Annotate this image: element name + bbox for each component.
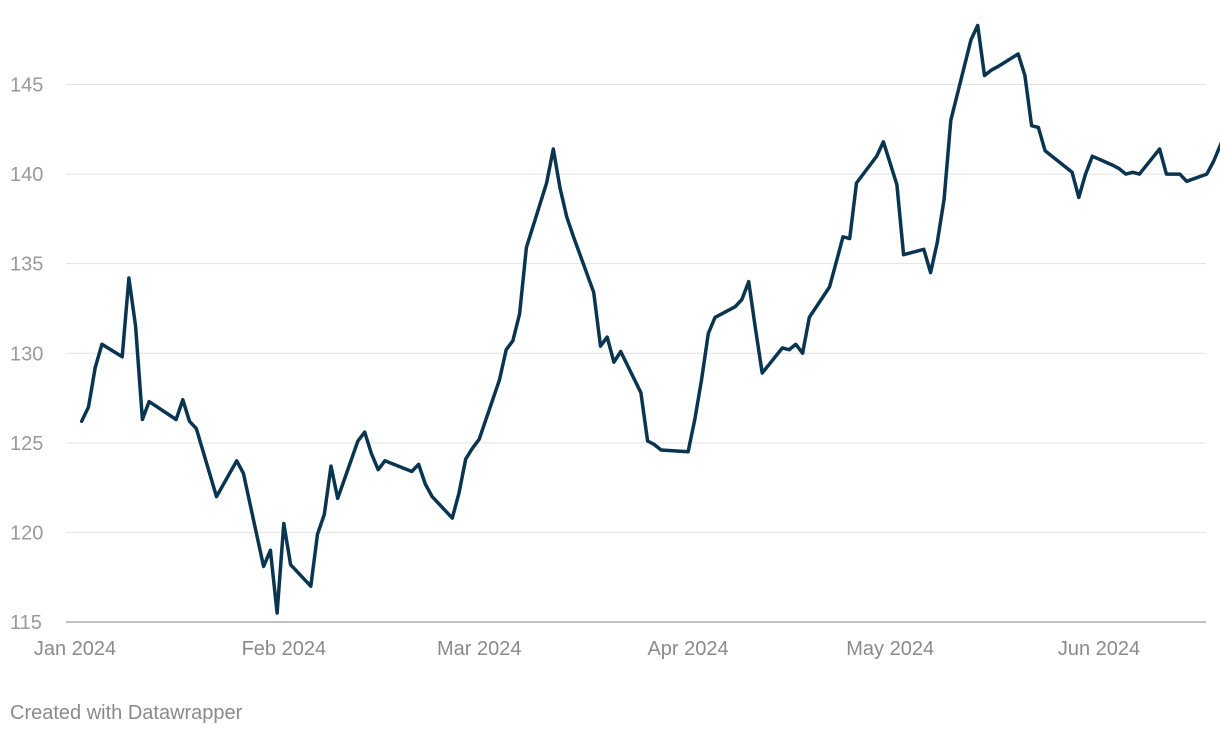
x-tick-label: Jan 2024 <box>34 638 116 660</box>
credit-text: Created with Datawrapper <box>10 702 243 724</box>
gridlines <box>66 84 1206 623</box>
x-tick-label: Jun 2024 <box>1058 638 1140 660</box>
x-tick-label: May 2024 <box>846 638 934 660</box>
y-tick-label: 125 <box>10 433 43 455</box>
y-tick-label: 120 <box>10 522 43 544</box>
line-chart: 115 120 125 130 135 140 145 Jan 2024 Feb 2024 Ma… <box>10 23 1220 660</box>
series-group <box>79 23 1220 615</box>
x-tick-label: Apr 2024 <box>647 638 728 660</box>
x-axis-tick-labels: Jan 2024 Feb 2024 Mar 2024 Apr 2024 May 2024… <box>34 638 1140 660</box>
y-tick-label: 135 <box>10 254 43 276</box>
x-tick-label: Mar 2024 <box>437 638 522 660</box>
series-line <box>79 23 1220 615</box>
x-tick-label: Feb 2024 <box>242 638 327 660</box>
y-axis-tick-labels: 115 120 125 130 135 140 145 <box>10 75 43 635</box>
y-tick-label: 145 <box>10 75 43 97</box>
y-tick-label: 140 <box>10 164 43 186</box>
y-tick-label: 115 <box>10 612 42 634</box>
y-tick-label: 130 <box>10 343 43 365</box>
